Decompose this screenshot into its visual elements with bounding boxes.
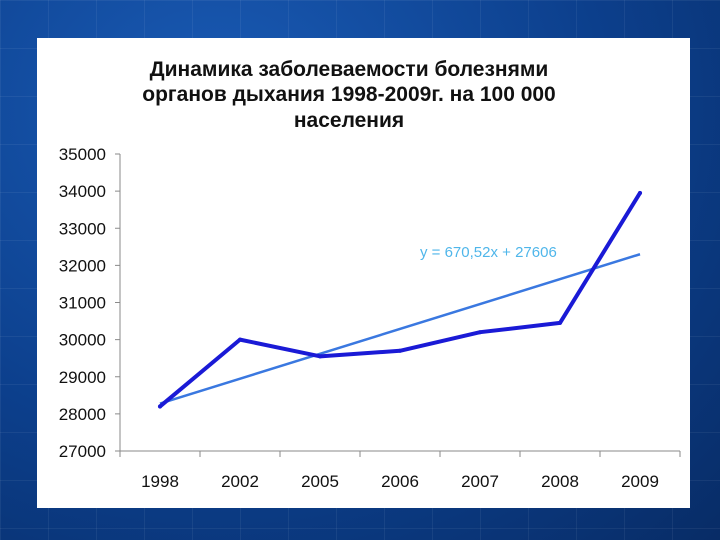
chart-title-line-1: Динамика заболеваемости болезнями [150, 58, 549, 81]
x-tick-label: 2009 [621, 472, 659, 491]
x-tick-label: 1998 [141, 472, 179, 491]
data-point [318, 354, 322, 359]
data-point [398, 348, 402, 353]
y-tick-label: 31000 [59, 294, 106, 313]
series-group [158, 190, 642, 409]
chart-title-line-3: населения [294, 109, 404, 132]
data-point [158, 404, 162, 409]
x-axis: 1998 2002 2005 2006 2007 2008 2009 [119, 450, 681, 491]
y-tick-label: 33000 [59, 219, 106, 238]
series-line [158, 190, 642, 409]
x-tick-label: 2007 [461, 472, 499, 491]
line-chart: Динамика заболеваемости болезнями органо… [59, 58, 681, 491]
y-tick-label: 30000 [59, 331, 106, 350]
data-point [238, 337, 242, 342]
trendline-group [159, 253, 641, 405]
trendline [159, 253, 641, 405]
data-point [478, 330, 482, 335]
y-axis: 27000 28000 29000 30000 31000 32000 33000 34000… [59, 145, 121, 461]
y-tick-label: 28000 [59, 405, 106, 424]
data-point [638, 190, 642, 195]
trendline-equation: y = 670,52x + 27606 [420, 244, 557, 261]
y-tick-label: 32000 [59, 256, 106, 275]
x-tick-label: 2002 [221, 472, 259, 491]
y-tick-label: 29000 [59, 368, 106, 387]
y-tick-label: 27000 [59, 442, 106, 461]
chart-panel: Динамика заболеваемости болезнями органо… [37, 38, 690, 508]
x-tick-label: 2006 [381, 472, 419, 491]
y-tick-label: 35000 [59, 145, 106, 164]
chart-title-line-2: органов дыхания 1998-2009г. на 100 000 [142, 83, 556, 106]
data-point [558, 320, 562, 325]
x-tick-label: 2005 [301, 472, 339, 491]
y-tick-label: 34000 [59, 182, 106, 201]
x-tick-label: 2008 [541, 472, 579, 491]
